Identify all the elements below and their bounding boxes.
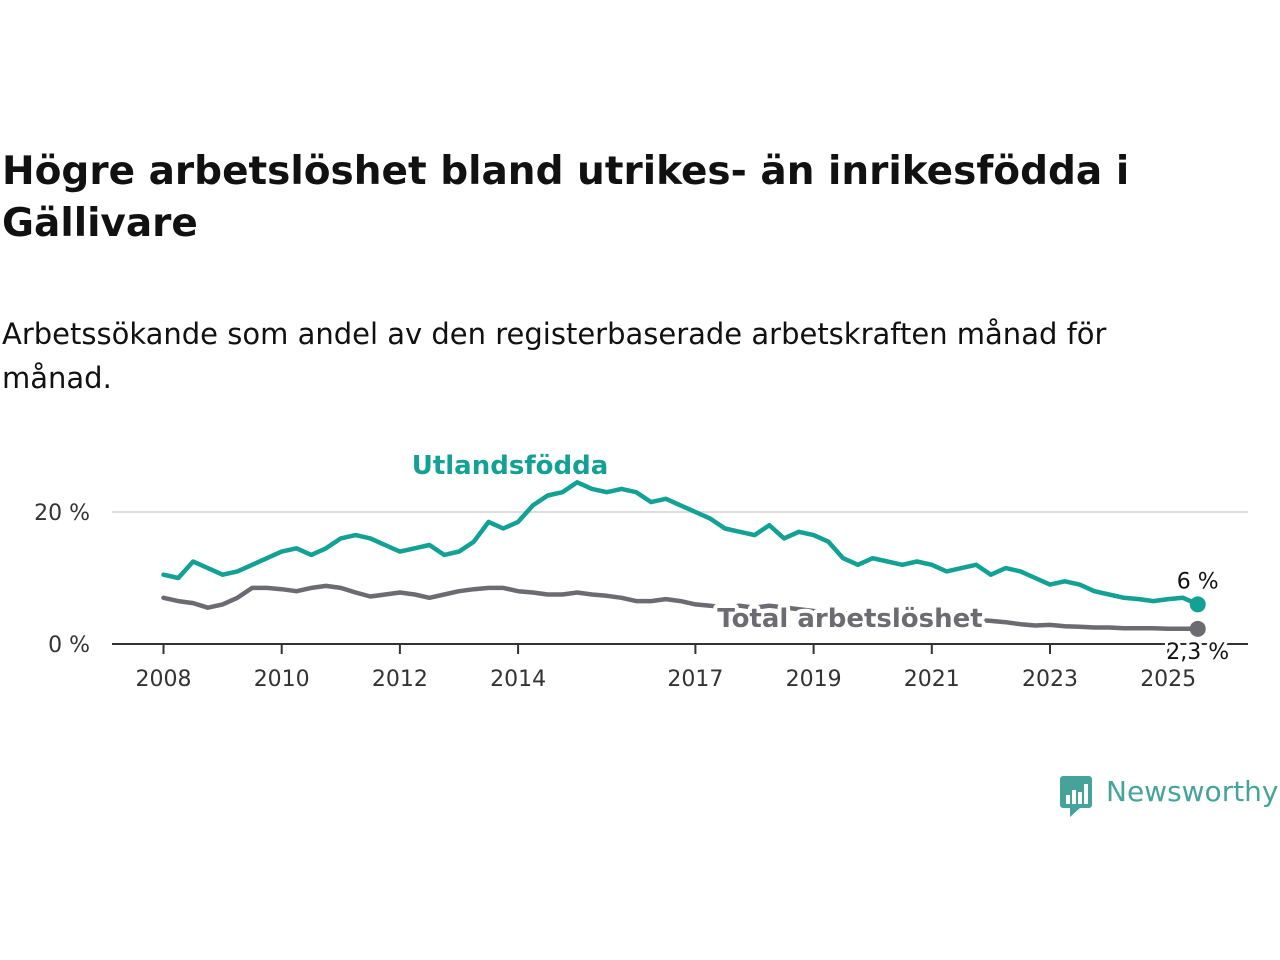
- series-name-label-total-arbetsloshet: Total arbetslöshet: [717, 604, 982, 634]
- x-tick-label: 2025: [1140, 667, 1196, 692]
- axis-layer: 0 % 20 % 2008 2010 2012 2014 2017 2019 2021 2023 2…: [34, 501, 1248, 692]
- bar-chart-speech-bubble-icon: [1060, 776, 1092, 817]
- brand-name: Newsworthy: [1106, 775, 1279, 808]
- x-tick-label: 2012: [372, 667, 428, 692]
- series-end-label-utlandsfodda: 6 %: [1177, 569, 1219, 594]
- x-tick-label: 2008: [136, 667, 192, 692]
- series-layer: [161, 480, 1206, 637]
- series-line-total-arbetsloshet: [161, 583, 1201, 632]
- chart-title: Högre arbetslöshet bland utrikes- än inr…: [2, 149, 1130, 246]
- series-end-marker-total-arbetsloshet: [1189, 620, 1206, 637]
- x-tick-label: 2010: [254, 667, 310, 692]
- x-tick-label: 2019: [786, 667, 842, 692]
- series-end-label-total-arbetsloshet: 2,3 %: [1166, 640, 1229, 665]
- series-end-marker-utlandsfodda: [1189, 596, 1206, 613]
- x-tick-label: 2017: [667, 667, 723, 692]
- label-layer: Utlandsfödda Total arbetslöshet 6 % 2,3 %: [408, 447, 1232, 668]
- newsworthy-logo[interactable]: Newsworthy: [1058, 774, 1279, 818]
- x-tick-label: 2014: [490, 667, 546, 692]
- series-line-utlandsfodda: [161, 480, 1201, 607]
- y-tick-label: 0 %: [48, 633, 90, 658]
- y-tick-label: 20 %: [34, 501, 90, 526]
- x-tick-label: 2021: [904, 667, 960, 692]
- series-name-label-utlandsfodda: Utlandsfödda: [412, 451, 609, 481]
- unemployment-line-chart: 0 % 20 % 2008 2010 2012 2014 2017 2019 2021 2023 2…: [34, 447, 1248, 692]
- chart-subtitle: Arbetssökande som andel av den registerb…: [2, 317, 1107, 395]
- x-tick-label: 2023: [1022, 667, 1078, 692]
